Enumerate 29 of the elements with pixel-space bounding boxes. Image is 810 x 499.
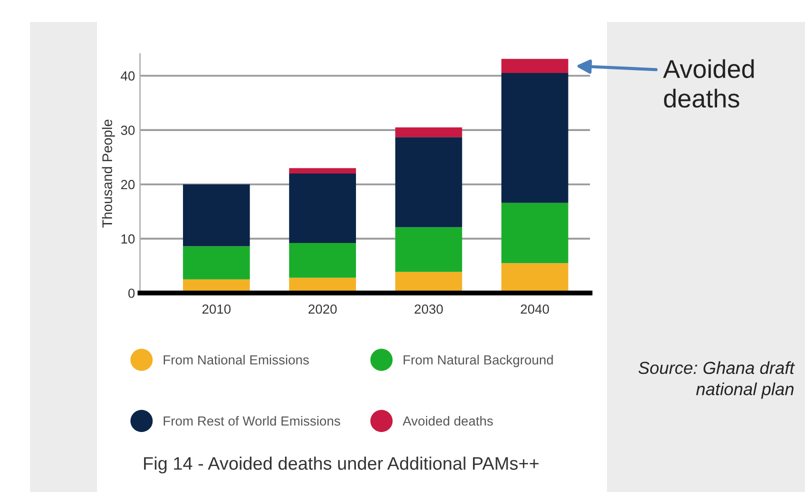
legend-label: Avoided deaths	[402, 416, 493, 426]
bar	[182, 184, 250, 246]
bar	[501, 73, 568, 203]
legend-label: From Rest of World Emissions	[164, 416, 340, 426]
source-note: Source: Ghana draft national plan	[638, 361, 795, 399]
legend-label: From Natural Background	[404, 354, 553, 368]
x-tick-label: 2010	[202, 304, 231, 314]
text: Fig 14 - Avoided deaths under Additional PAMs++	[144, 456, 539, 474]
y-tick-label: 40	[120, 71, 135, 81]
text: Avoided deaths	[663, 59, 754, 108]
bar	[395, 127, 462, 138]
bar	[289, 174, 356, 244]
legend-label: From National Emissions	[164, 354, 309, 365]
y-axis-title: Thousand People	[102, 120, 115, 228]
y-tick-label: 0	[128, 288, 135, 298]
bar	[501, 58, 568, 74]
bar	[395, 137, 462, 228]
bar	[289, 243, 356, 278]
x-tick-label: 2020	[308, 304, 337, 314]
x-tick-label: 2040	[520, 304, 549, 314]
bar	[501, 263, 568, 293]
bar	[289, 168, 356, 174]
y-tick-label: 10	[121, 234, 135, 244]
y-tick-label: 30	[120, 126, 135, 135]
bar	[395, 227, 462, 272]
bar	[182, 246, 250, 280]
x-tick-label: 2030	[414, 304, 443, 314]
bar	[501, 202, 568, 264]
y-tick-label: 20	[121, 180, 135, 190]
